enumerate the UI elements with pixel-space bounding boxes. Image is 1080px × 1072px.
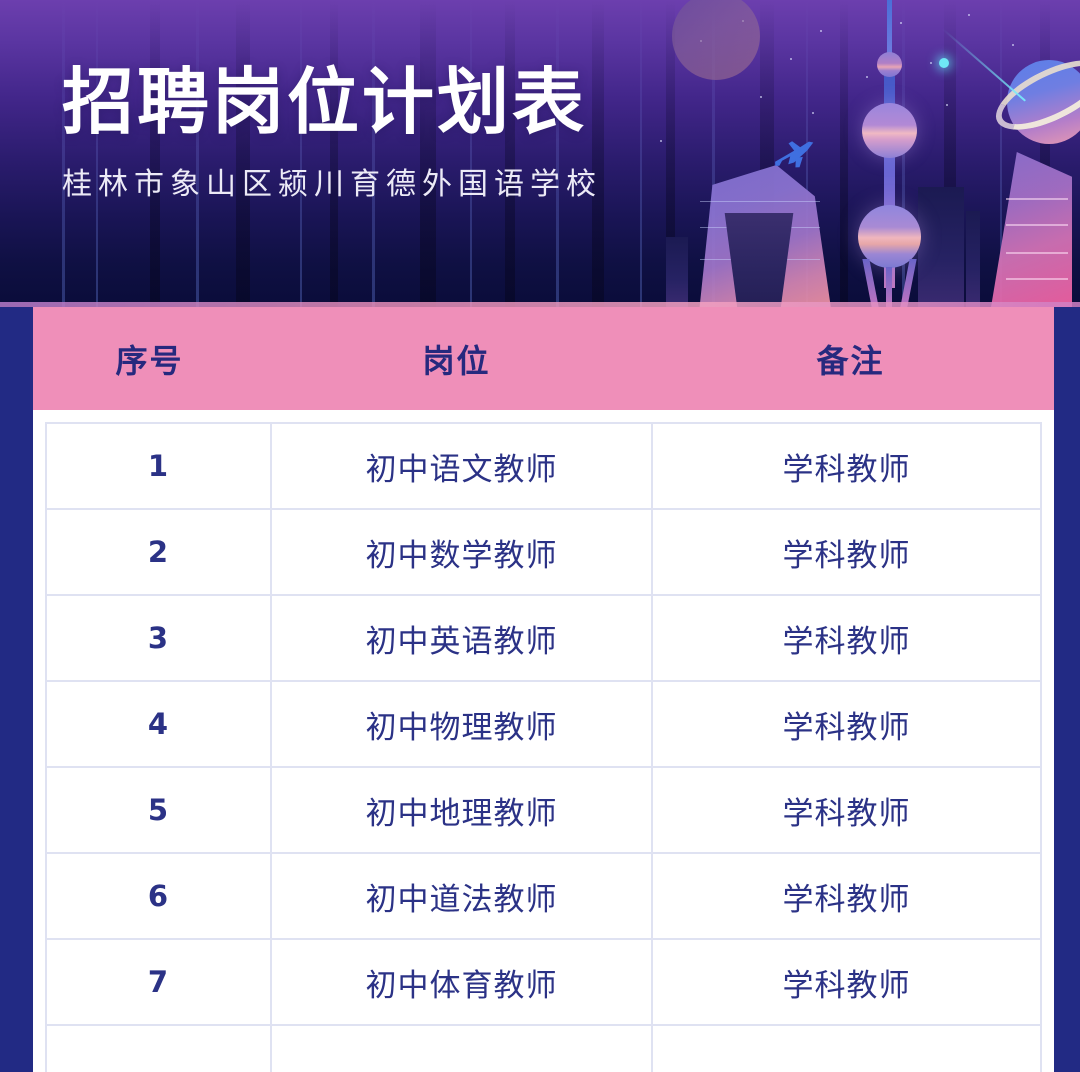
column-header-remark: 备注 <box>816 341 885 380</box>
cell-position: 初中道法教师 <box>272 854 653 938</box>
cell-remark: 学科教师 <box>782 967 911 1004</box>
city-skyline-icon <box>966 211 980 307</box>
cell-remark: 学科教师 <box>782 795 911 832</box>
shanghai-tower-icon <box>980 152 1072 307</box>
oriental-pearl-tower-icon <box>855 0 925 307</box>
cell-remark: 学科教师 <box>782 881 911 918</box>
cell-position: 初中地理教师 <box>272 768 653 852</box>
cell-index: 4 <box>47 682 272 766</box>
cell-remark <box>653 1026 1040 1072</box>
cell-index: 3 <box>47 596 272 680</box>
table-row: 5 初中地理教师 学科教师 <box>47 768 1040 854</box>
cell-index: 2 <box>47 510 272 594</box>
cell-index: 5 <box>47 768 272 852</box>
cell-remark: 学科教师 <box>782 451 911 488</box>
saturn-planet-icon <box>986 46 1080 156</box>
cell-position: 初中英语教师 <box>272 596 653 680</box>
page-subtitle: 桂林市象山区颍川育德外国语学校 <box>62 168 602 202</box>
header-banner: 招聘岗位计划表 桂林市象山区颍川育德外国语学校 <box>0 0 1080 307</box>
planet-icon <box>672 0 760 80</box>
city-skyline-icon <box>666 237 688 307</box>
cell-index <box>47 1026 272 1072</box>
banner-base-glow <box>0 302 1080 307</box>
column-header-index: 序号 <box>115 341 184 380</box>
cell-position: 初中数学教师 <box>272 510 653 594</box>
table-row: 4 初中物理教师 学科教师 <box>47 682 1040 768</box>
column-header-position: 岗位 <box>422 341 491 380</box>
cell-position: 初中体育教师 <box>272 940 653 1024</box>
cell-position <box>272 1026 653 1072</box>
page-title: 招聘岗位计划表 <box>62 60 588 144</box>
banner-text-block: 招聘岗位计划表 桂林市象山区颍川育德外国语学校 <box>62 60 602 203</box>
jinmao-tower-icon <box>690 165 850 307</box>
table-header-row: 序号 岗位 备注 <box>33 307 1054 410</box>
cell-index: 1 <box>47 424 272 508</box>
city-skyline-icon <box>918 187 964 307</box>
cell-position: 初中物理教师 <box>272 682 653 766</box>
cell-remark: 学科教师 <box>782 537 911 574</box>
table-row: 6 初中道法教师 学科教师 <box>47 854 1040 940</box>
table-row: 3 初中英语教师 学科教师 <box>47 596 1040 682</box>
shooting-star-icon <box>935 18 1055 128</box>
airplane-icon <box>772 140 818 170</box>
cell-position: 初中语文教师 <box>272 424 653 508</box>
table-grid: 1 初中语文教师 学科教师 2 初中数学教师 学科教师 3 初中英语教师 学科教… <box>45 422 1042 1072</box>
cell-index: 6 <box>47 854 272 938</box>
table-row: 2 初中数学教师 学科教师 <box>47 510 1040 596</box>
cell-remark: 学科教师 <box>782 709 911 746</box>
table-row: 1 初中语文教师 学科教师 <box>47 424 1040 510</box>
table-row-cutoff <box>47 1026 1040 1072</box>
cell-remark: 学科教师 <box>782 623 911 660</box>
cell-index: 7 <box>47 940 272 1024</box>
table-body: 1 初中语文教师 学科教师 2 初中数学教师 学科教师 3 初中英语教师 学科教… <box>33 410 1054 1072</box>
table-row: 7 初中体育教师 学科教师 <box>47 940 1040 1026</box>
